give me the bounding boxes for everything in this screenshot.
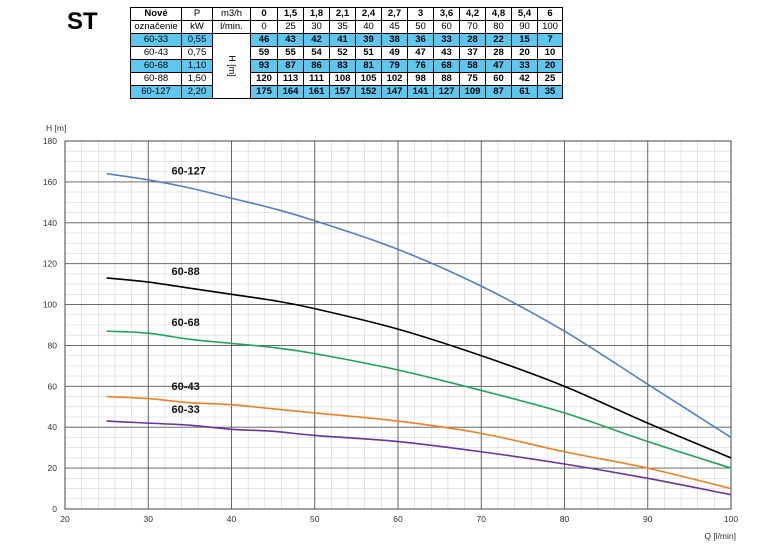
series-line-60-33	[106, 420, 732, 496]
x-tick-label: 90	[643, 514, 653, 524]
series-line-60-127	[106, 172, 732, 439]
head-value-cell: 93	[250, 59, 278, 73]
header2-cell-6: 35	[329, 20, 356, 34]
y-axis-label: H [m]	[46, 123, 66, 133]
header2-cell-5: 30	[303, 20, 330, 34]
y-tick-label: 120	[43, 259, 57, 269]
header2-cell-14: 100	[537, 20, 563, 34]
head-value-cell: 47	[485, 59, 512, 73]
head-value-cell: 87	[277, 59, 304, 73]
model-series-title: ST	[67, 8, 98, 35]
head-value-cell: 28	[459, 33, 486, 47]
head-value-cell: 79	[381, 59, 408, 73]
header2-cell-1: kW	[181, 20, 213, 34]
header1-cell-7: 2,4	[355, 7, 382, 21]
header2-cell-9: 50	[407, 20, 434, 34]
header2-cell-8: 45	[381, 20, 408, 34]
series-label-60-127: 60-127	[172, 165, 206, 177]
header2-cell-10: 60	[433, 20, 460, 34]
head-value-cell: 81	[355, 59, 382, 73]
header2-cell-11: 70	[459, 20, 486, 34]
head-value-cell: 7	[537, 33, 563, 47]
header1-cell-2: m3/h	[212, 7, 251, 21]
y-tick-label: 140	[43, 218, 57, 228]
y-tick-label: 100	[43, 300, 57, 310]
power-cell: 1,10	[181, 59, 213, 73]
header1-cell-12: 4,8	[485, 7, 512, 21]
header2-cell-13: 90	[511, 20, 538, 34]
head-value-cell: 15	[511, 33, 538, 47]
head-value-cell: 157	[329, 85, 356, 99]
header1-cell-4: 1,5	[277, 7, 304, 21]
power-cell: 0,55	[181, 33, 213, 47]
series-label-60-33: 60-33	[172, 404, 200, 416]
head-value-cell: 127	[433, 85, 460, 99]
x-tick-label: 40	[227, 514, 237, 524]
header2-cell-7: 40	[355, 20, 382, 34]
power-cell: 2,20	[181, 85, 213, 99]
head-value-cell: 20	[537, 59, 563, 73]
head-value-cell: 35	[537, 85, 563, 99]
plot-frame	[64, 140, 732, 510]
y-tick-label: 160	[43, 177, 57, 187]
x-tick-label: 20	[60, 514, 70, 524]
y-tick-label: 60	[48, 381, 58, 391]
head-value-cell: 175	[250, 85, 278, 99]
y-tick-label: 0	[52, 504, 57, 514]
x-tick-label: 50	[310, 514, 320, 524]
head-value-cell: 141	[407, 85, 434, 99]
header1-cell-14: 6	[537, 7, 563, 21]
head-value-cell: 68	[433, 59, 460, 73]
series-label-60-68: 60-68	[172, 317, 200, 329]
series-line-60-88	[106, 277, 732, 459]
y-tick-label: 20	[48, 463, 58, 473]
series-label-60-88: 60-88	[172, 266, 200, 278]
header1-cell-8: 2,7	[381, 7, 408, 21]
y-tick-label: 180	[43, 136, 57, 146]
x-tick-label: 80	[560, 514, 570, 524]
head-value-cell: 161	[303, 85, 330, 99]
x-tick-label: 100	[724, 514, 738, 524]
header1-cell-10: 3,6	[433, 7, 460, 21]
head-value-cell: 25	[537, 72, 563, 86]
model-cell: 60-33	[130, 33, 182, 47]
head-unit-cell: H [m]	[212, 33, 251, 99]
series-line-60-68	[106, 330, 732, 469]
head-value-cell: 33	[433, 33, 460, 47]
x-tick-label: 70	[477, 514, 487, 524]
head-value-cell: 164	[277, 85, 304, 99]
header1-cell-6: 2,1	[329, 7, 356, 21]
head-value-cell: 109	[459, 85, 486, 99]
header2-cell-0: označenie	[130, 20, 182, 34]
x-axis-label: Q [l/min]	[704, 531, 736, 541]
series-line-60-43	[106, 395, 732, 490]
model-cell: 60-68	[130, 59, 182, 73]
head-value-cell: 42	[303, 33, 330, 47]
model-cell: 60-127	[130, 85, 182, 99]
head-value-cell: 39	[355, 33, 382, 47]
x-tick-label: 60	[393, 514, 403, 524]
y-tick-label: 80	[48, 340, 58, 350]
y-tick-label: 40	[48, 422, 58, 432]
series-label-60-43: 60-43	[172, 381, 200, 393]
x-tick-label: 30	[144, 514, 154, 524]
